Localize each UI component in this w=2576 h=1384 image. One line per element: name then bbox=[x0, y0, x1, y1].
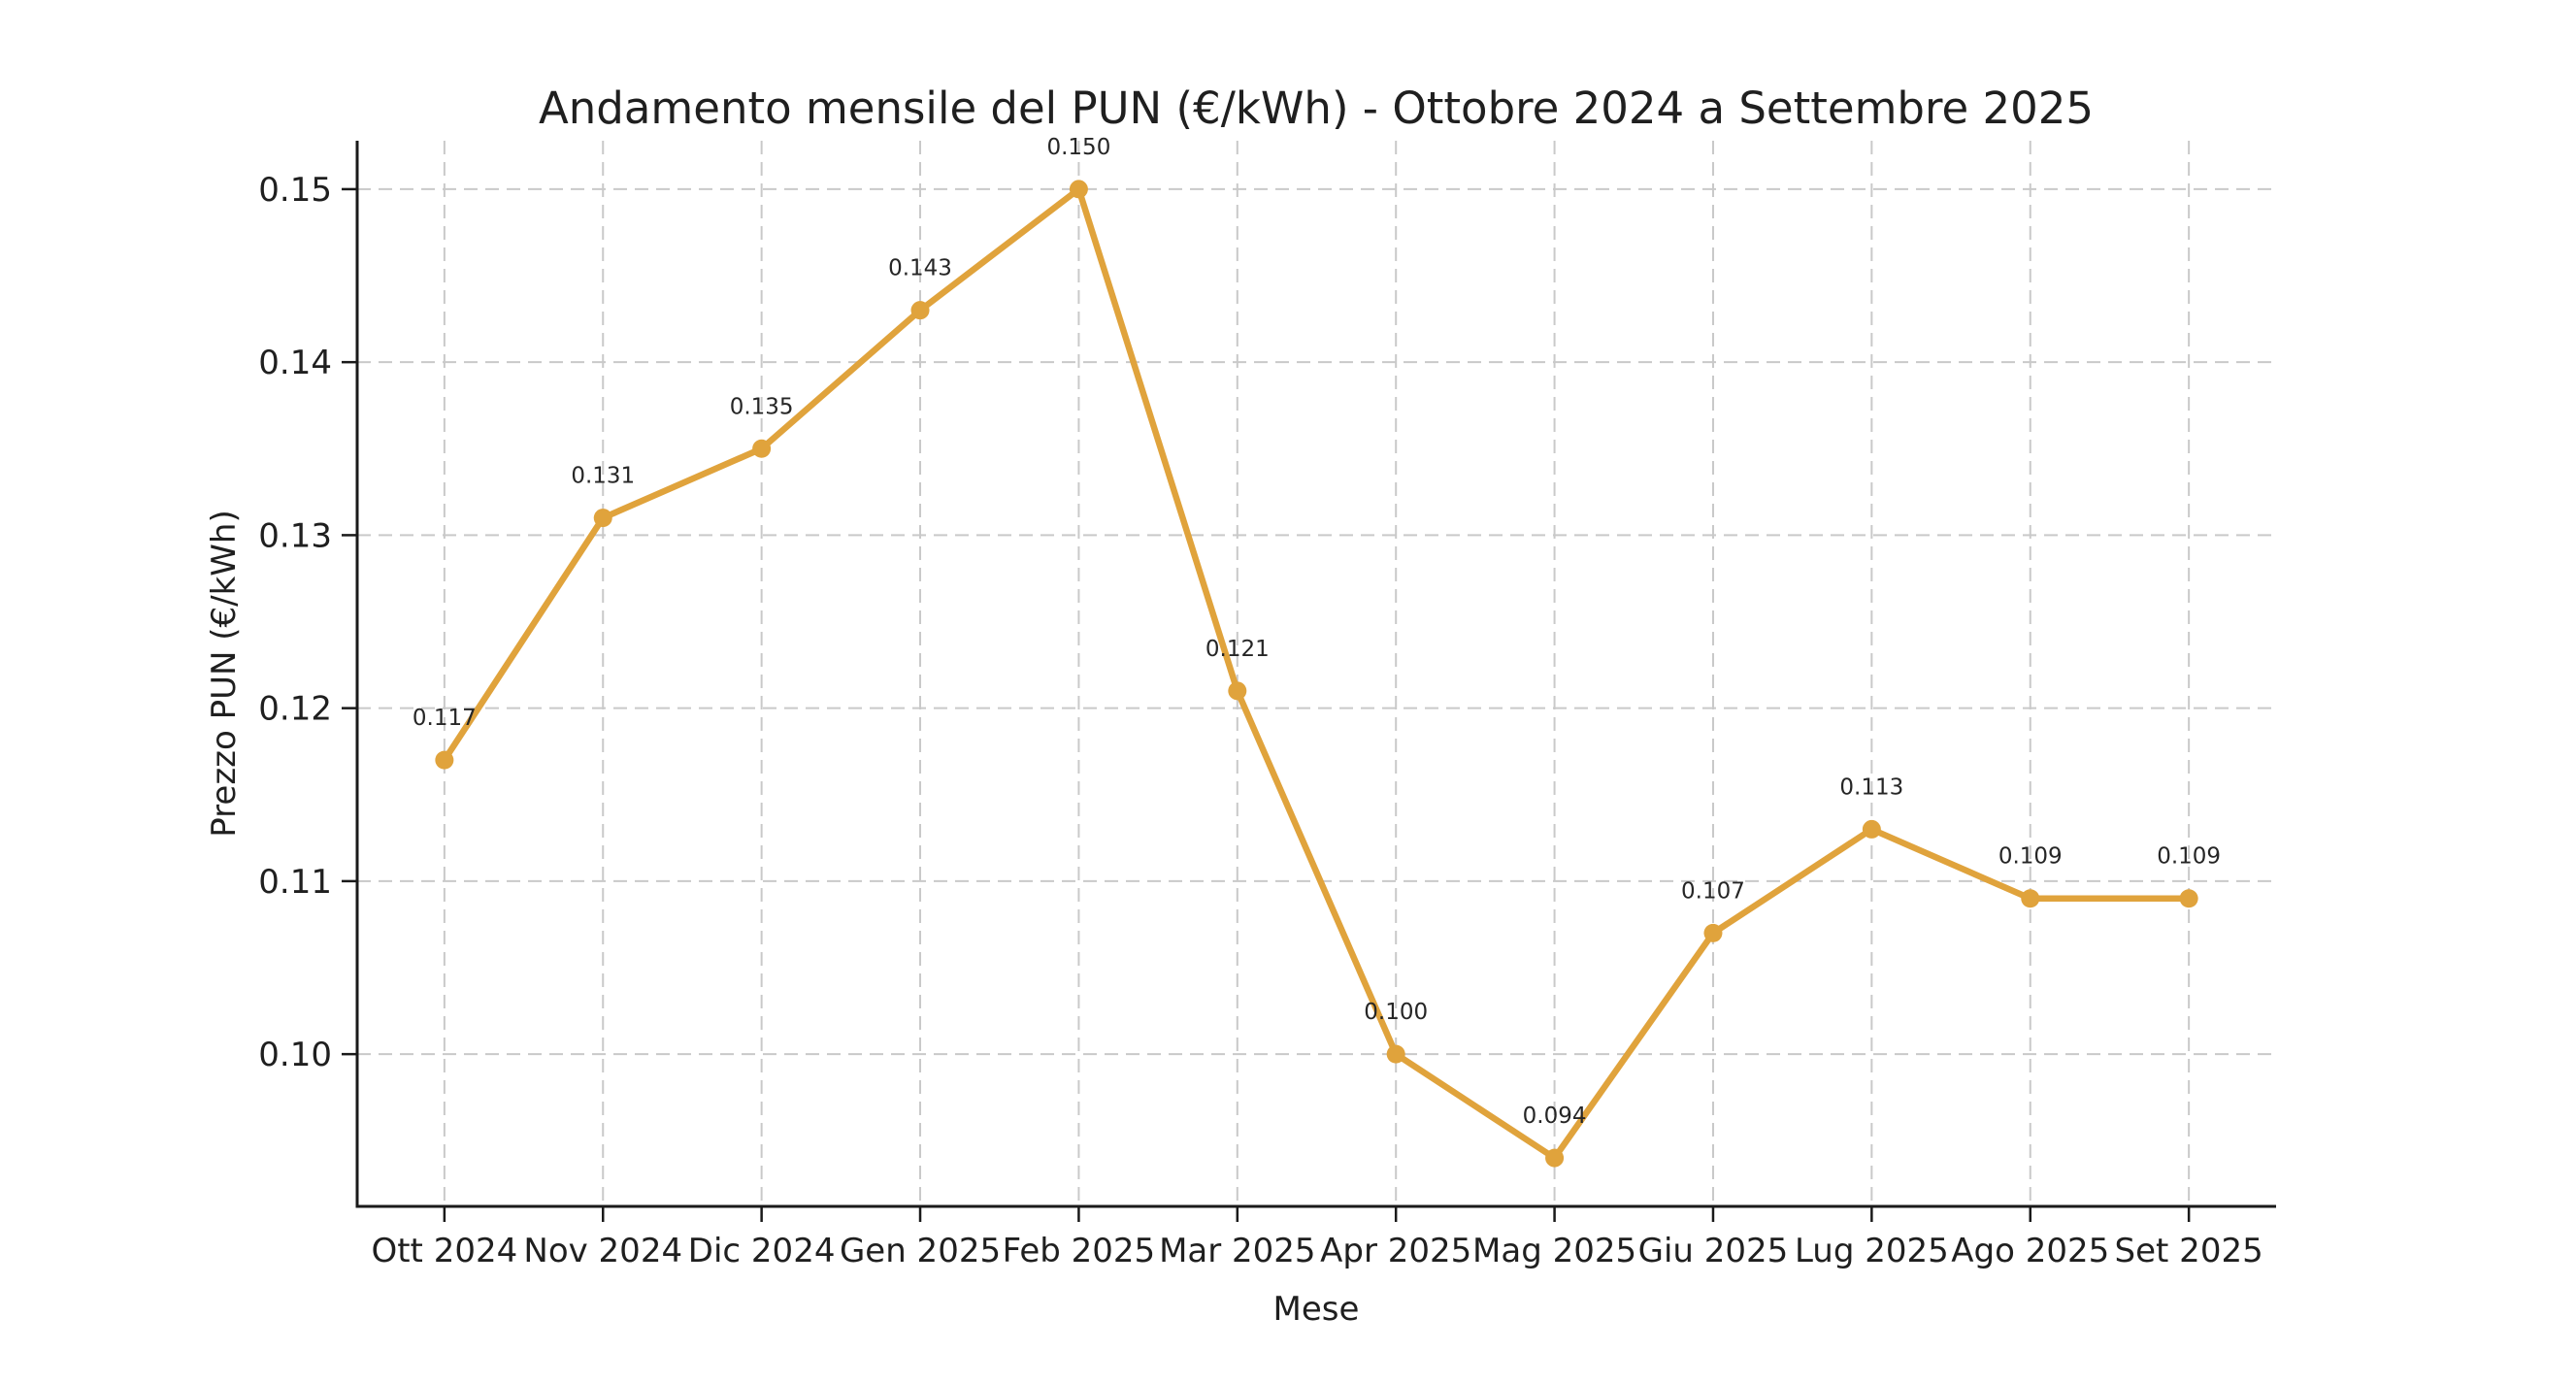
data-point-marker bbox=[910, 301, 930, 320]
data-point-marker bbox=[752, 439, 772, 458]
data-point-marker bbox=[1545, 1148, 1565, 1168]
data-point-marker bbox=[1228, 681, 1247, 701]
data-point-label: 0.109 bbox=[2157, 844, 2221, 870]
x-tick-label: Mag 2025 bbox=[1472, 1232, 1636, 1270]
data-point-label: 0.094 bbox=[1523, 1104, 1587, 1129]
data-point-label: 0.107 bbox=[1681, 878, 1745, 904]
data-point-label: 0.113 bbox=[1839, 774, 1903, 800]
grid-layer bbox=[357, 141, 2276, 1206]
data-point-marker bbox=[1862, 819, 1881, 839]
data-point-marker bbox=[1386, 1044, 1405, 1064]
data-point-label: 0.121 bbox=[1205, 637, 1270, 662]
data-point-marker bbox=[1069, 180, 1088, 199]
data-point-label: 0.117 bbox=[413, 706, 477, 731]
data-point-marker bbox=[435, 750, 454, 770]
x-tick-label: Mar 2025 bbox=[1159, 1232, 1315, 1270]
axes-layer bbox=[355, 141, 2276, 1208]
x-tick-label: Set 2025 bbox=[2115, 1232, 2263, 1270]
x-tick-label: Ott 2024 bbox=[371, 1232, 517, 1270]
x-tick-label: Ago 2025 bbox=[1951, 1232, 2109, 1270]
x-tick-label: Lug 2025 bbox=[1795, 1232, 1949, 1270]
y-tick-label: 0.15 bbox=[258, 171, 332, 210]
x-tick-label: Dic 2024 bbox=[688, 1232, 836, 1270]
data-point-label: 0.135 bbox=[730, 394, 794, 419]
x-tick-label: Gen 2025 bbox=[840, 1232, 1001, 1270]
data-point-label: 0.131 bbox=[571, 464, 635, 489]
data-point-label: 0.143 bbox=[888, 256, 952, 281]
y-tick-label: 0.13 bbox=[258, 516, 332, 555]
x-axis-label: Mese bbox=[1273, 1290, 1360, 1329]
y-tick-label: 0.12 bbox=[258, 690, 332, 729]
x-tick-label: Nov 2024 bbox=[523, 1232, 682, 1270]
y-tick-label: 0.11 bbox=[258, 863, 332, 902]
data-point-marker bbox=[1703, 923, 1723, 942]
y-axis-label: Prezzo PUN (€/kWh) bbox=[205, 510, 244, 837]
data-point-marker bbox=[2179, 889, 2198, 908]
series-line bbox=[441, 185, 2193, 1162]
x-tick-label: Giu 2025 bbox=[1638, 1232, 1789, 1270]
data-point-marker bbox=[593, 509, 612, 528]
x-tick-label: Feb 2025 bbox=[1003, 1232, 1156, 1270]
tick-layer: 0.15 0.14 0.13 0.12 0.11 0.10 Ott 2024 Nov 2024… bbox=[258, 171, 2262, 1270]
line-series bbox=[435, 180, 2198, 1168]
y-tick-label: 0.14 bbox=[258, 344, 332, 382]
data-point-marker bbox=[2021, 889, 2040, 908]
data-point-label: 0.100 bbox=[1364, 1000, 1428, 1025]
annotation-layer: 0.117 0.131 0.135 0.143 0.150 0.121 0.100 0.094… bbox=[413, 135, 2221, 1129]
data-point-label: 0.109 bbox=[1998, 844, 2063, 870]
x-tick-label: Apr 2025 bbox=[1320, 1232, 1471, 1270]
data-point-label: 0.150 bbox=[1046, 135, 1110, 160]
y-tick-label: 0.10 bbox=[258, 1036, 332, 1074]
chart-title: Andamento mensile del PUN (€/kWh) - Otto… bbox=[539, 82, 2094, 134]
